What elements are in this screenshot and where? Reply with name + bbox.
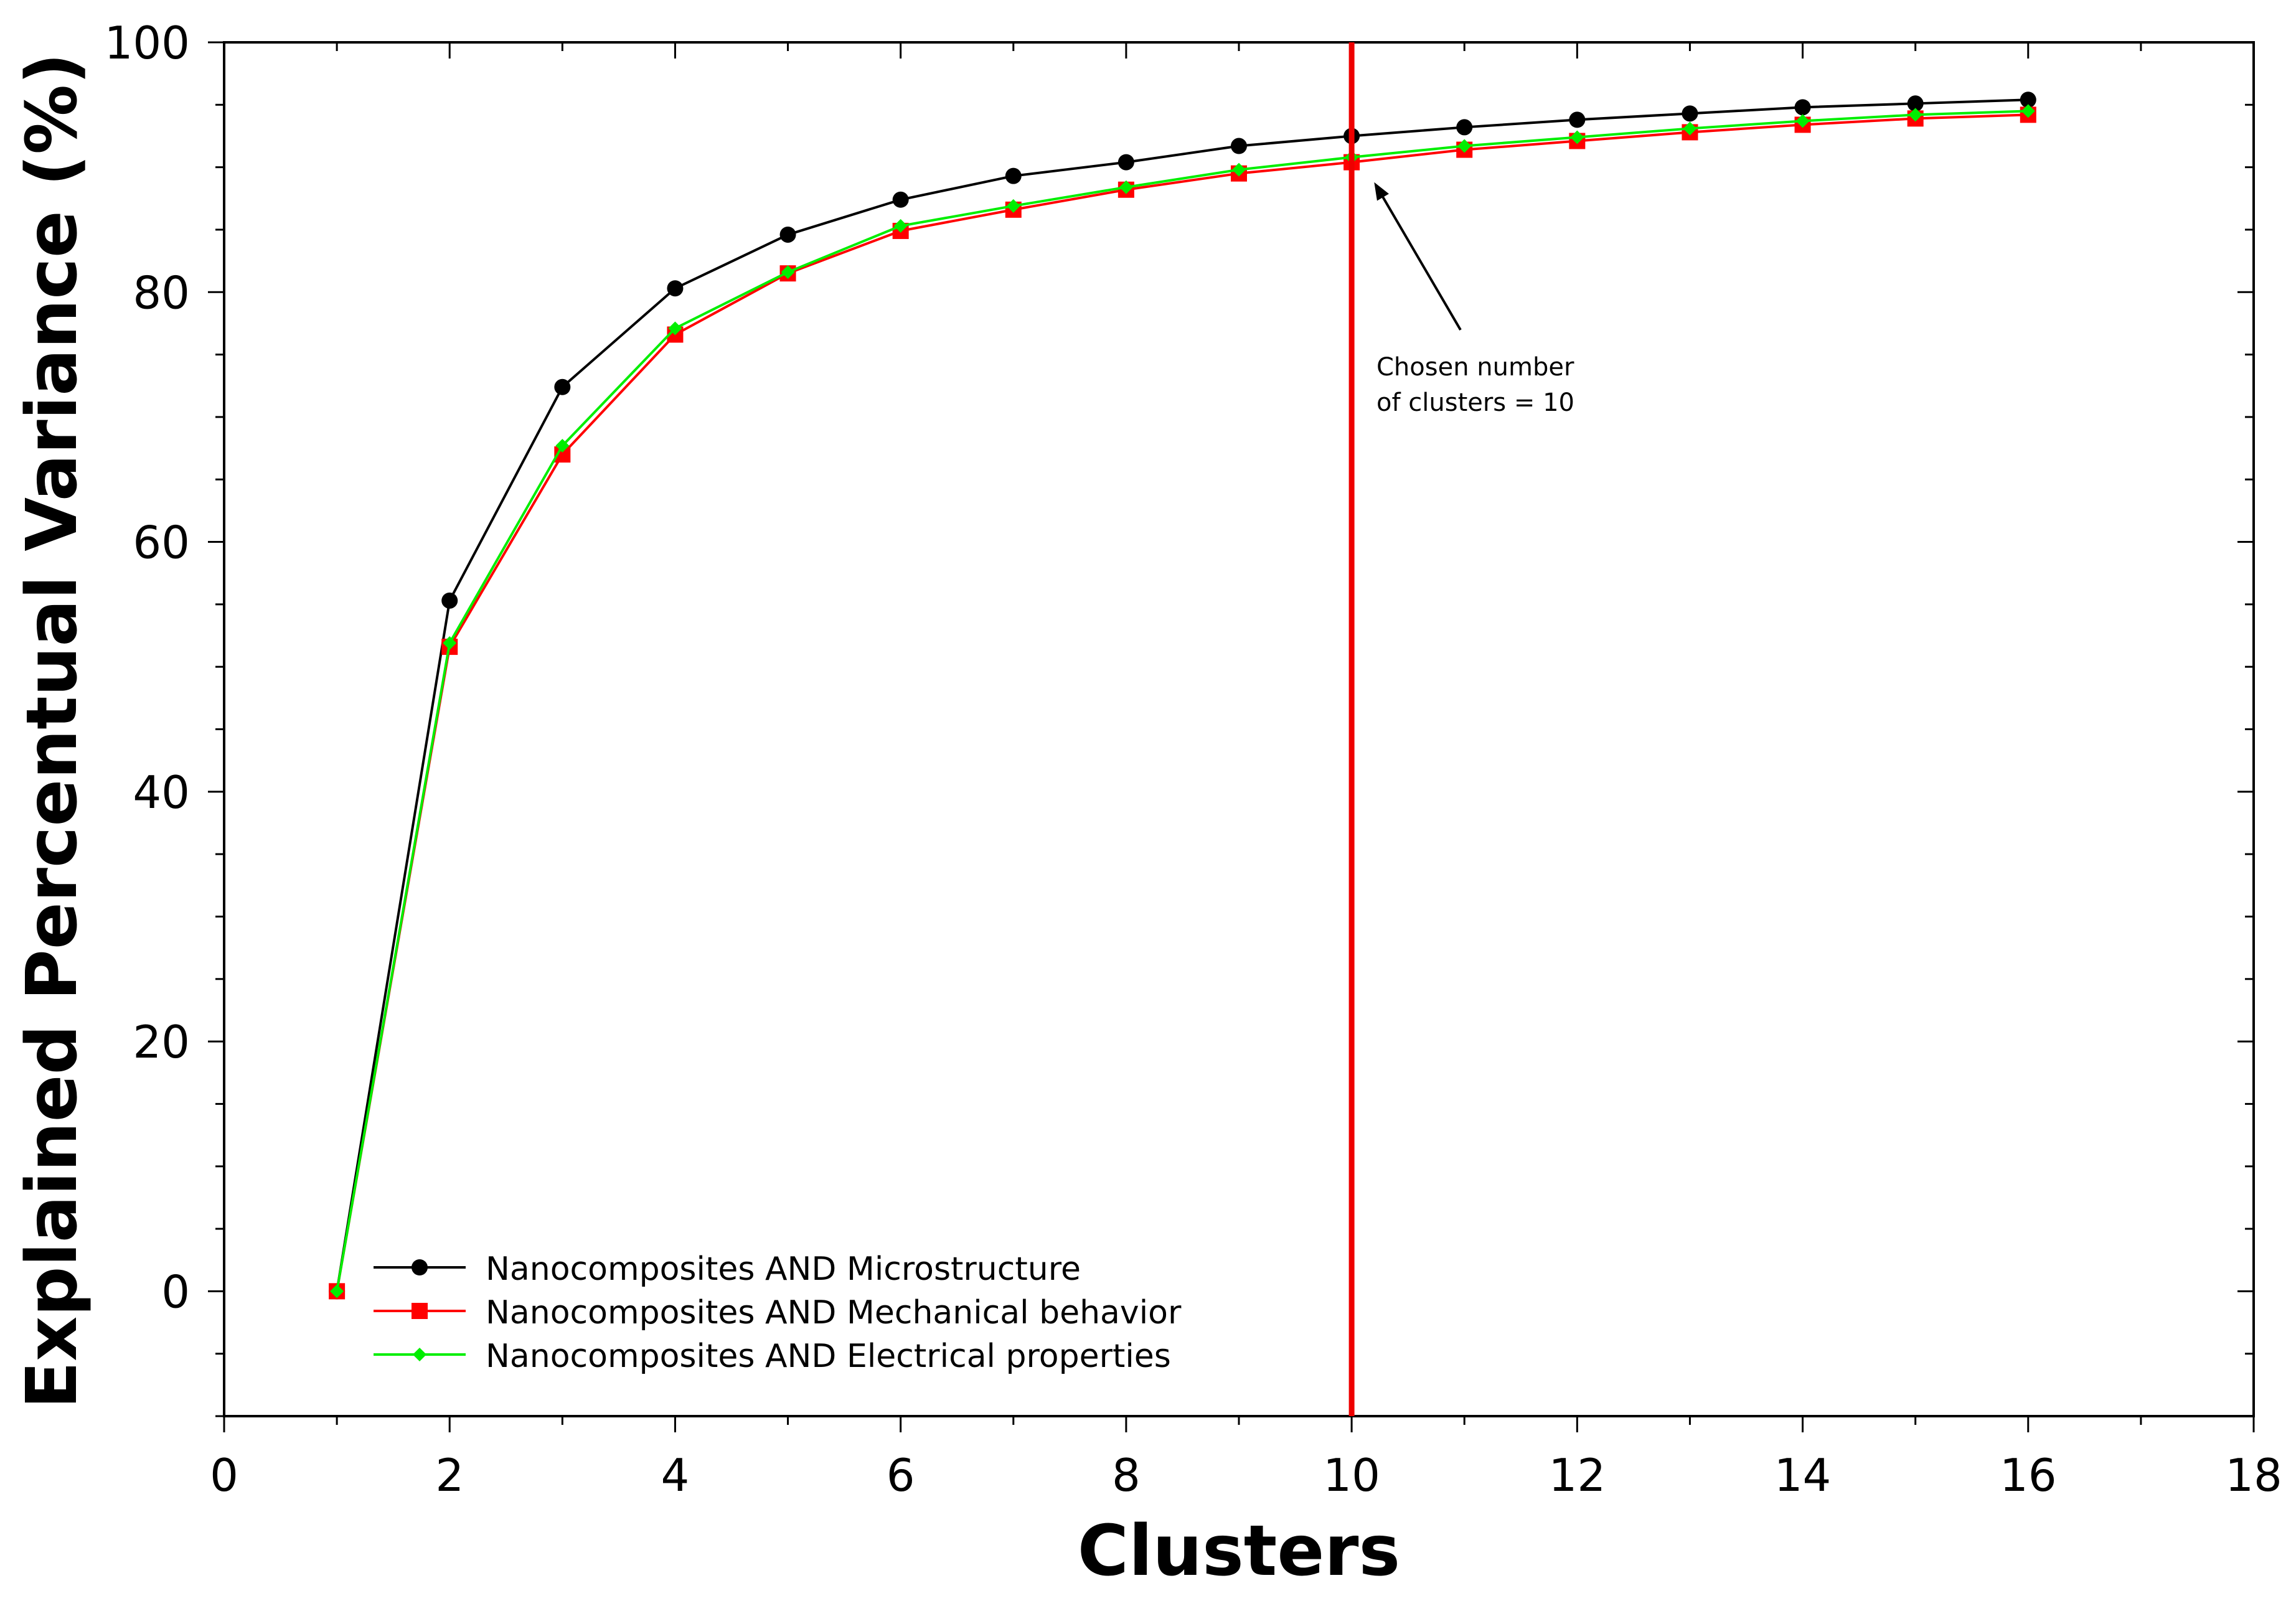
x-tick-label: 2: [435, 1449, 464, 1501]
annotation-arrow: [1381, 196, 1462, 331]
series-electrical-point: [1119, 180, 1133, 194]
plot-area: 0 2 4 6 8 10 12 14 16 18 0 20 40 60 80 100: [105, 17, 2282, 1501]
series-microstructure-point: [1456, 119, 1473, 136]
x-tick-label: 6: [887, 1449, 915, 1501]
series-electrical-point: [330, 1284, 344, 1298]
x-axis-title: Clusters: [1078, 1511, 1400, 1592]
series-electrical-point: [893, 218, 908, 233]
series-electrical-line: [336, 110, 2028, 1292]
annotation: Chosen number of clusters = 10: [1374, 182, 1574, 417]
series-microstructure-point: [1005, 167, 1022, 184]
y-tick-label: 80: [133, 266, 190, 319]
x-tick-label: 10: [1323, 1449, 1380, 1501]
series-microstructure-line: [336, 98, 2028, 1292]
x-tick-label: 18: [2225, 1449, 2282, 1501]
series-microstructure-point: [1907, 95, 1924, 112]
series-microstructure-point: [554, 378, 571, 395]
series-electrical-point: [555, 439, 570, 453]
x-tick-label: 0: [210, 1449, 238, 1501]
legend: Nanocomposites AND Microstructure Nanoco…: [374, 1251, 1182, 1375]
x-tick-label: 16: [2000, 1449, 2057, 1501]
series-microstructure-point: [1569, 111, 1586, 128]
annotation-arrowhead: [1374, 182, 1389, 201]
series-electrical-point: [781, 265, 795, 279]
x-tick-label: 14: [1774, 1449, 1832, 1501]
series-electrical-point: [1795, 114, 1810, 128]
series-electrical-point: [1908, 108, 1922, 122]
series-microstructure-point: [1117, 154, 1134, 171]
series-microstructure-point: [2020, 92, 2036, 108]
annotation-line-1: Chosen number: [1376, 353, 1574, 382]
y-tick-label: 0: [161, 1266, 190, 1318]
x-tick-label: 12: [1549, 1449, 1606, 1501]
legend-swatch-marker: [413, 1348, 426, 1361]
series-microstructure-point: [892, 191, 909, 208]
series-microstructure-point: [1231, 138, 1247, 154]
plot-frame: [223, 41, 2255, 1417]
legend-label-electrical: Nanocomposites AND Electrical properties: [486, 1338, 1171, 1375]
annotation-line-2: of clusters = 10: [1376, 388, 1574, 417]
y-tick-label: 60: [133, 517, 190, 569]
series-electrical-point: [1232, 162, 1246, 177]
y-tick-label: 40: [133, 766, 190, 819]
series-microstructure-point: [779, 226, 796, 243]
legend-label-microstructure: Nanocomposites AND Microstructure: [486, 1251, 1081, 1288]
series-electrical-point: [2021, 104, 2035, 118]
legend-swatch-marker: [412, 1259, 428, 1275]
series-electrical-point: [1006, 199, 1020, 213]
series-electrical-point: [1570, 130, 1584, 144]
legend-label-mechanical: Nanocomposites AND Mechanical behavior: [486, 1294, 1182, 1331]
series-microstructure-point: [667, 280, 684, 297]
series-microstructure-point: [1794, 99, 1811, 116]
series-electrical-point: [1457, 139, 1472, 153]
series-microstructure-point: [1682, 105, 1698, 122]
series-electrical-point: [1683, 121, 1697, 136]
series-electrical-point: [443, 636, 457, 650]
x-tick-label: 4: [661, 1449, 690, 1501]
y-axis-title: Explained Percentual Variance (%): [12, 53, 93, 1409]
y-tick-label: 20: [133, 1016, 190, 1068]
series-electrical-point: [668, 321, 682, 336]
series-microstructure-point: [441, 592, 458, 609]
legend-swatch-marker: [412, 1303, 428, 1319]
x-tick-label: 8: [1112, 1449, 1141, 1501]
series-mechanical-line: [336, 113, 2028, 1292]
y-tick-label: 100: [105, 17, 190, 69]
